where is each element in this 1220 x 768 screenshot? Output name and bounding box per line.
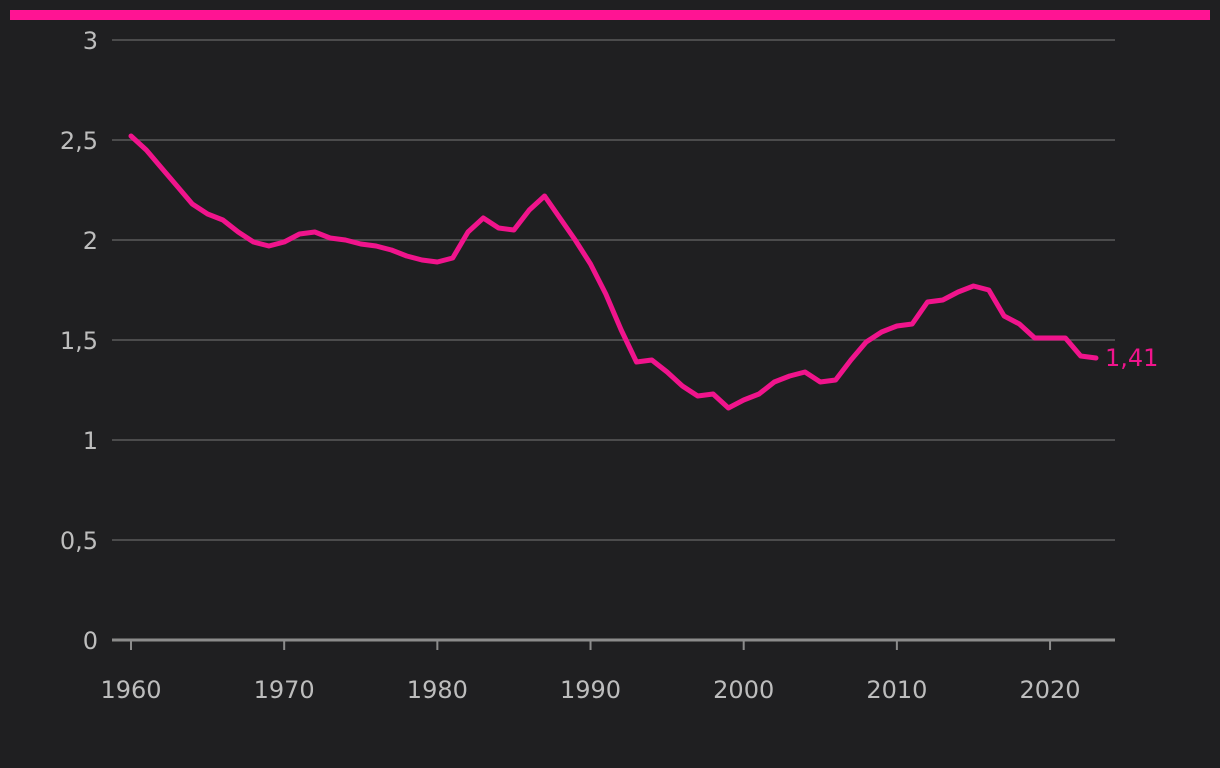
x-tick-label: 1970 <box>254 676 315 704</box>
y-tick-label: 3 <box>83 27 98 55</box>
x-tick-label: 1980 <box>407 676 468 704</box>
y-tick-label: 1,5 <box>60 327 98 355</box>
x-tick-label: 2010 <box>866 676 927 704</box>
x-axis-ticks: 1960 1970 1980 1990 2000 2010 2020 <box>100 640 1081 704</box>
y-tick-label: 2,5 <box>60 127 98 155</box>
series-layer <box>128 133 1099 411</box>
x-tick-label: 2000 <box>713 676 774 704</box>
y-axis-ticks: 0 0,5 1 1,5 2 2,5 3 <box>60 27 98 655</box>
grid-lines <box>112 39 1115 642</box>
x-tick-label: 2020 <box>1020 676 1081 704</box>
series-line <box>128 133 1099 411</box>
x-tick-label: 1990 <box>560 676 621 704</box>
y-tick-label: 1 <box>83 427 98 455</box>
x-tick-label: 1960 <box>100 676 161 704</box>
y-tick-label: 2 <box>83 227 98 255</box>
end-value-label: 1,41 <box>1105 344 1158 372</box>
y-tick-label: 0,5 <box>60 527 98 555</box>
y-tick-label: 0 <box>83 627 98 655</box>
top-accent-bar <box>10 10 1210 20</box>
